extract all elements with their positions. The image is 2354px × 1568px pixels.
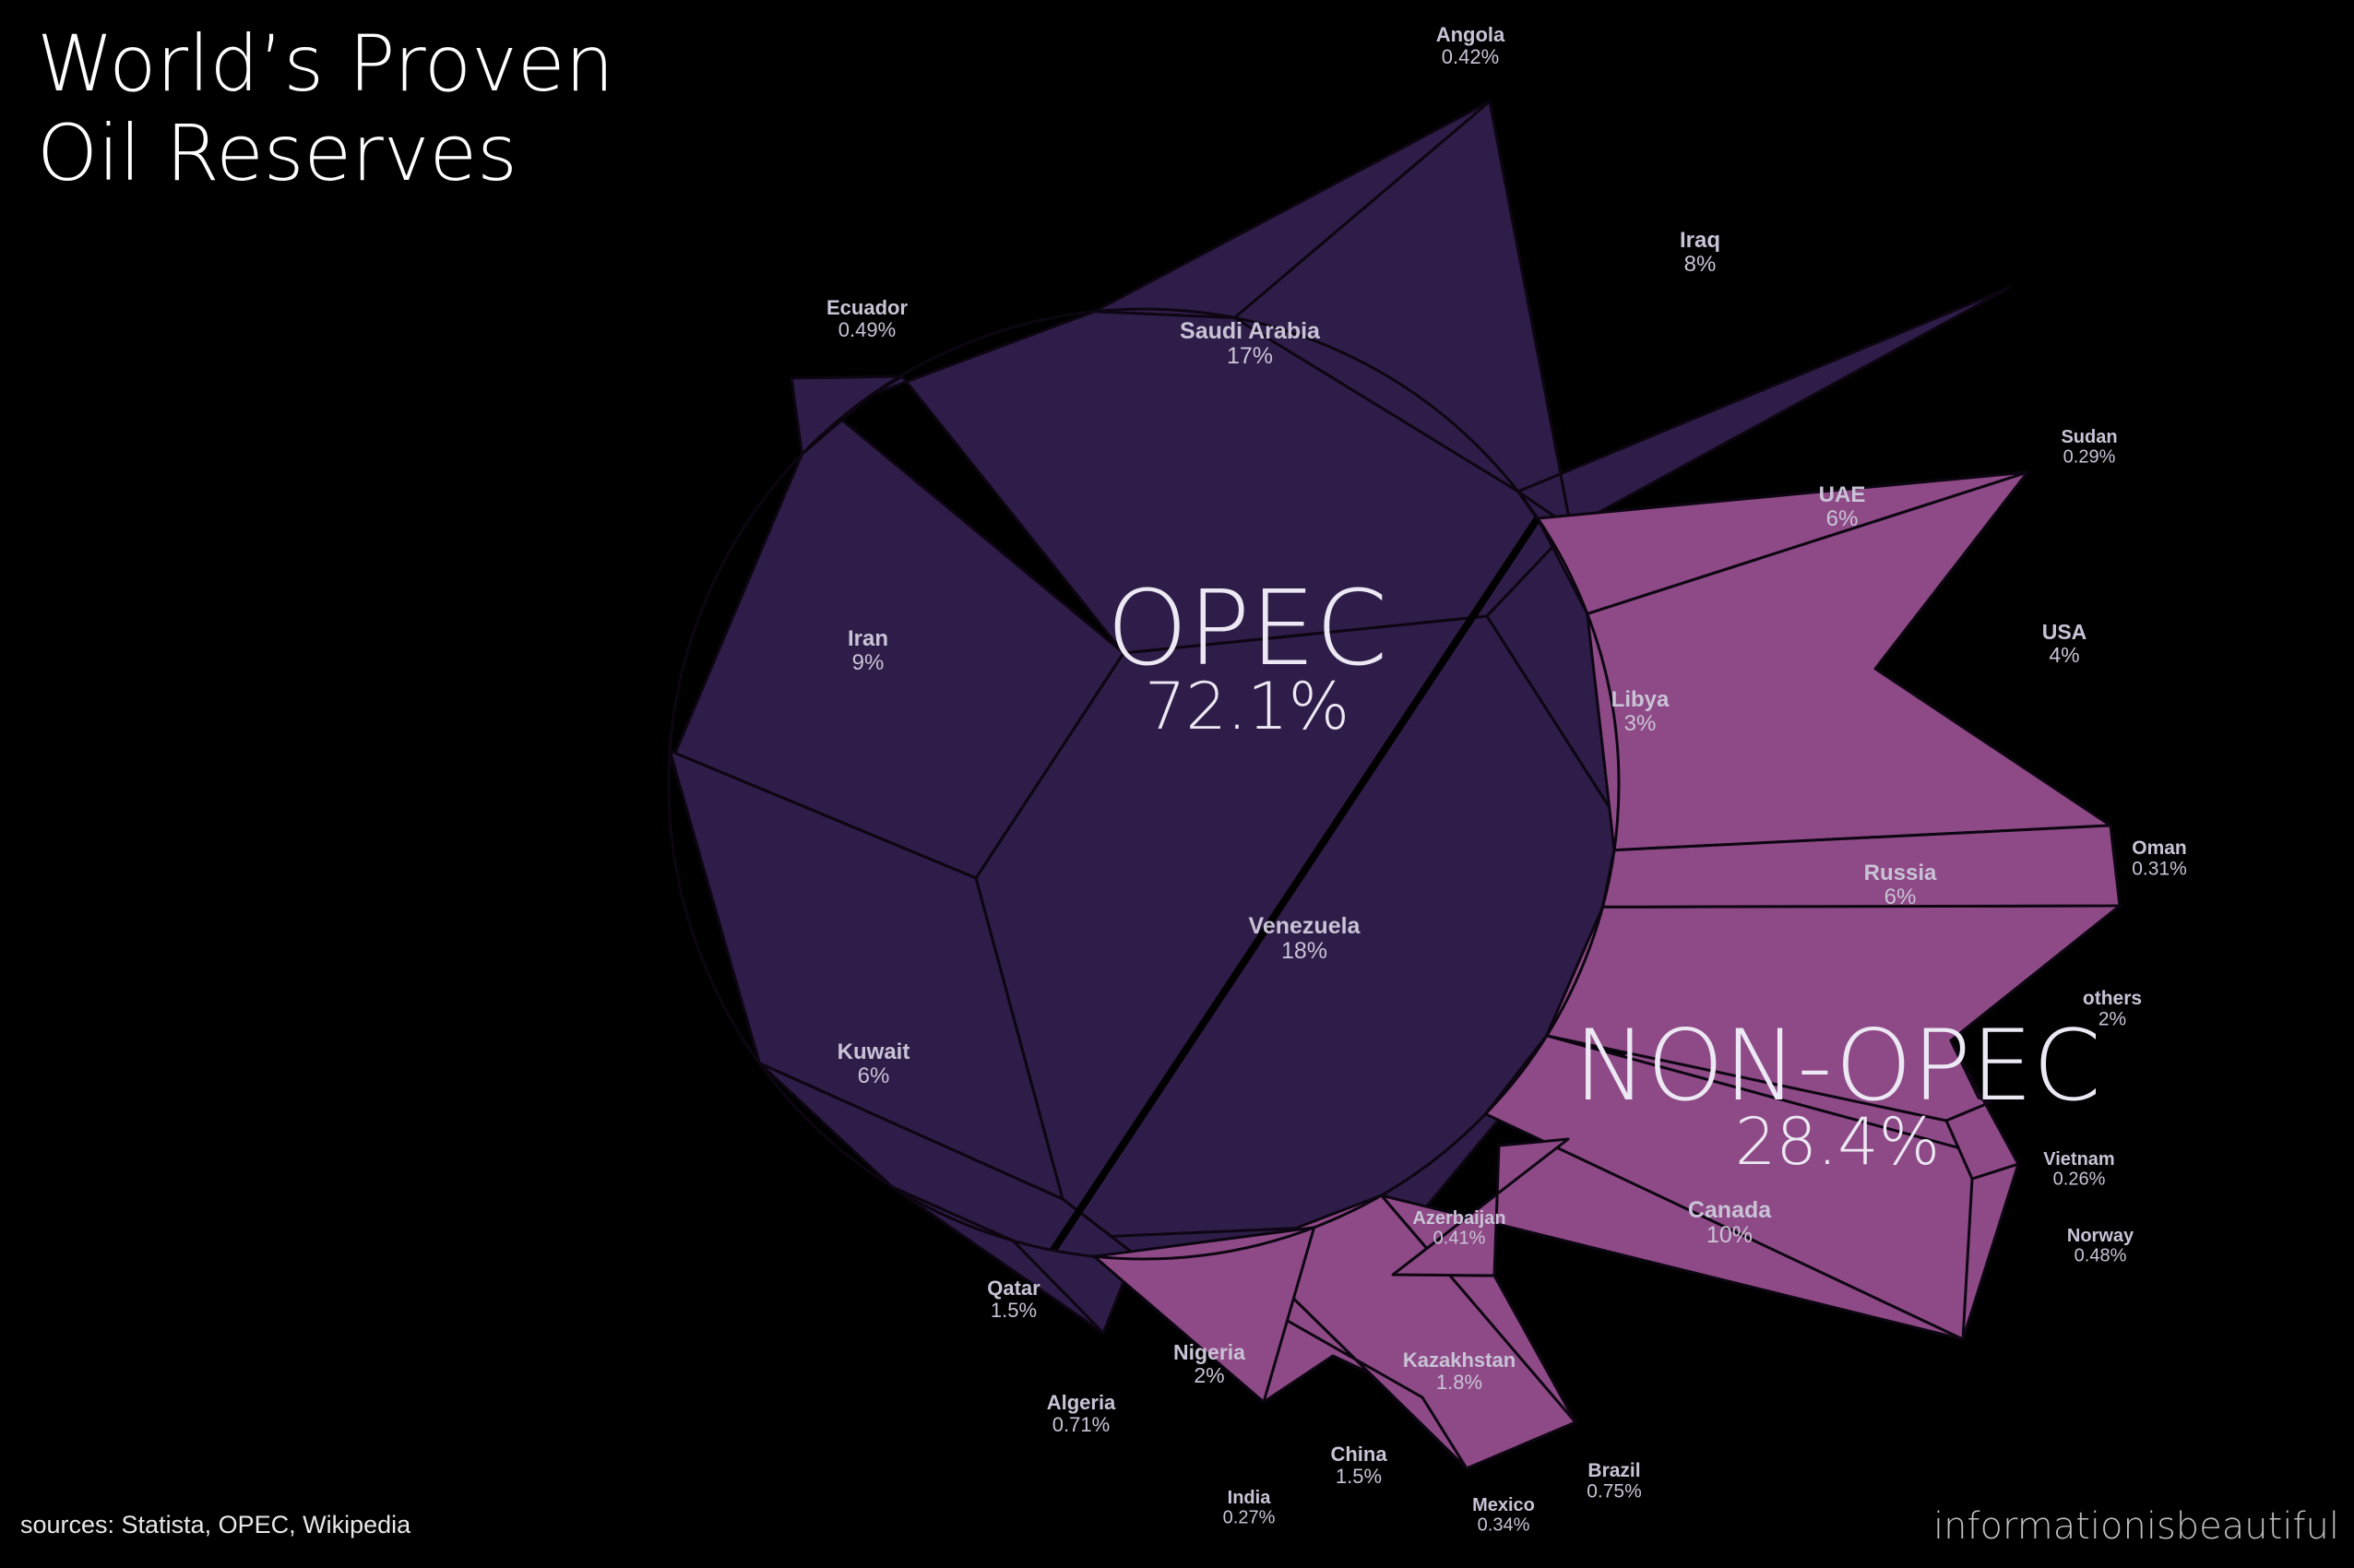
country-value-saudi-arabia: 17% bbox=[1227, 343, 1273, 369]
cell-sudan bbox=[1536, 470, 2029, 615]
chart-title-line-1: World’s Proven bbox=[37, 18, 614, 109]
country-value-india: 0.27% bbox=[1223, 1508, 1276, 1528]
group-share-non-opec: 28.4% bbox=[1735, 1104, 1940, 1180]
country-value-brazil: 0.75% bbox=[1587, 1481, 1642, 1503]
country-name-china: China bbox=[1330, 1443, 1387, 1466]
country-name-azerbaijan: Azerbaijan bbox=[1412, 1208, 1505, 1229]
country-value-vietnam: 0.26% bbox=[2053, 1170, 2106, 1190]
country-name-canada: Canada bbox=[1688, 1197, 1772, 1223]
cell-angola bbox=[1092, 100, 1492, 319]
country-name-angola: Angola bbox=[1436, 23, 1505, 46]
group-name-opec: OPEC bbox=[1107, 569, 1388, 689]
country-value-azerbaijan: 0.41% bbox=[1433, 1229, 1486, 1249]
country-value-oman: 0.31% bbox=[2132, 859, 2187, 880]
country-name-india: India bbox=[1228, 1488, 1272, 1508]
country-name-vietnam: Vietnam bbox=[2043, 1149, 2114, 1170]
country-value-others: 2% bbox=[2098, 1009, 2126, 1030]
country-name-nigeria: Nigeria bbox=[1173, 1340, 1245, 1364]
country-name-norway: Norway bbox=[2067, 1226, 2134, 1246]
cell-india bbox=[1092, 1226, 1316, 1404]
brand-credit: informationisbeautiful bbox=[1933, 1505, 2339, 1548]
country-name-oman: Oman bbox=[2132, 837, 2187, 859]
country-value-iraq: 8% bbox=[1684, 252, 1717, 277]
country-value-mexico: 0.34% bbox=[1478, 1515, 1530, 1536]
source-note: sources: Statista, OPEC, Wikipedia bbox=[20, 1511, 411, 1538]
treemap-cells bbox=[667, 100, 2122, 1470]
country-name-saudi-arabia: Saudi Arabia bbox=[1180, 318, 1321, 344]
country-value-china: 1.5% bbox=[1336, 1465, 1382, 1488]
chart-title-line-2: Oil Reserves bbox=[37, 108, 517, 198]
country-name-libya: Libya bbox=[1611, 687, 1670, 712]
cell-norway bbox=[1484, 1034, 2020, 1341]
cell-algeria bbox=[890, 1185, 1105, 1335]
country-name-others: others bbox=[2083, 988, 2142, 1009]
country-value-usa: 4% bbox=[2049, 643, 2079, 667]
country-name-russia: Russia bbox=[1864, 861, 1937, 885]
country-value-ecuador: 0.49% bbox=[838, 318, 896, 341]
country-value-angola: 0.42% bbox=[1442, 45, 1499, 68]
country-name-kuwait: Kuwait bbox=[838, 1039, 910, 1064]
country-value-nigeria: 2% bbox=[1194, 1363, 1224, 1387]
country-value-canada: 10% bbox=[1706, 1222, 1753, 1248]
country-value-uae: 6% bbox=[1826, 506, 1859, 531]
country-value-sudan: 0.29% bbox=[2063, 447, 2116, 468]
country-name-mexico: Mexico bbox=[1472, 1495, 1535, 1515]
country-value-kuwait: 6% bbox=[858, 1063, 890, 1088]
country-value-russia: 6% bbox=[1884, 885, 1917, 909]
cell-qatar bbox=[757, 1062, 1136, 1335]
country-name-uae: UAE bbox=[1819, 482, 1866, 507]
outer-circle bbox=[667, 307, 1621, 1261]
country-name-venezuela: Venezuela bbox=[1249, 913, 1361, 939]
country-value-kazakhstan: 1.8% bbox=[1436, 1371, 1482, 1394]
country-value-iran: 9% bbox=[852, 650, 885, 675]
country-value-libya: 3% bbox=[1624, 711, 1657, 736]
cell-azerbaijan bbox=[1391, 1137, 1570, 1277]
country-name-brazil: Brazil bbox=[1587, 1460, 1640, 1481]
country-name-kazakhstan: Kazakhstan bbox=[1403, 1348, 1516, 1372]
country-name-usa: USA bbox=[2042, 620, 2087, 644]
group-share-opec: 72.1% bbox=[1145, 669, 1349, 744]
group-divider bbox=[1050, 516, 1541, 1253]
country-name-iran: Iran bbox=[848, 626, 888, 651]
country-name-algeria: Algeria bbox=[1047, 1391, 1116, 1414]
country-value-qatar: 1.5% bbox=[991, 1299, 1037, 1322]
country-value-venezuela: 18% bbox=[1281, 938, 1327, 964]
cell-vietnam bbox=[1944, 1039, 2020, 1181]
country-value-norway: 0.48% bbox=[2075, 1246, 2127, 1266]
country-name-ecuador: Ecuador bbox=[826, 296, 908, 319]
group-name-non-opec: NON-OPEC bbox=[1574, 1009, 2101, 1123]
country-name-iraq: Iraq bbox=[1680, 228, 1720, 253]
country-name-sudan: Sudan bbox=[2061, 427, 2117, 447]
country-name-qatar: Qatar bbox=[987, 1277, 1040, 1300]
country-value-algeria: 0.71% bbox=[1052, 1413, 1110, 1436]
